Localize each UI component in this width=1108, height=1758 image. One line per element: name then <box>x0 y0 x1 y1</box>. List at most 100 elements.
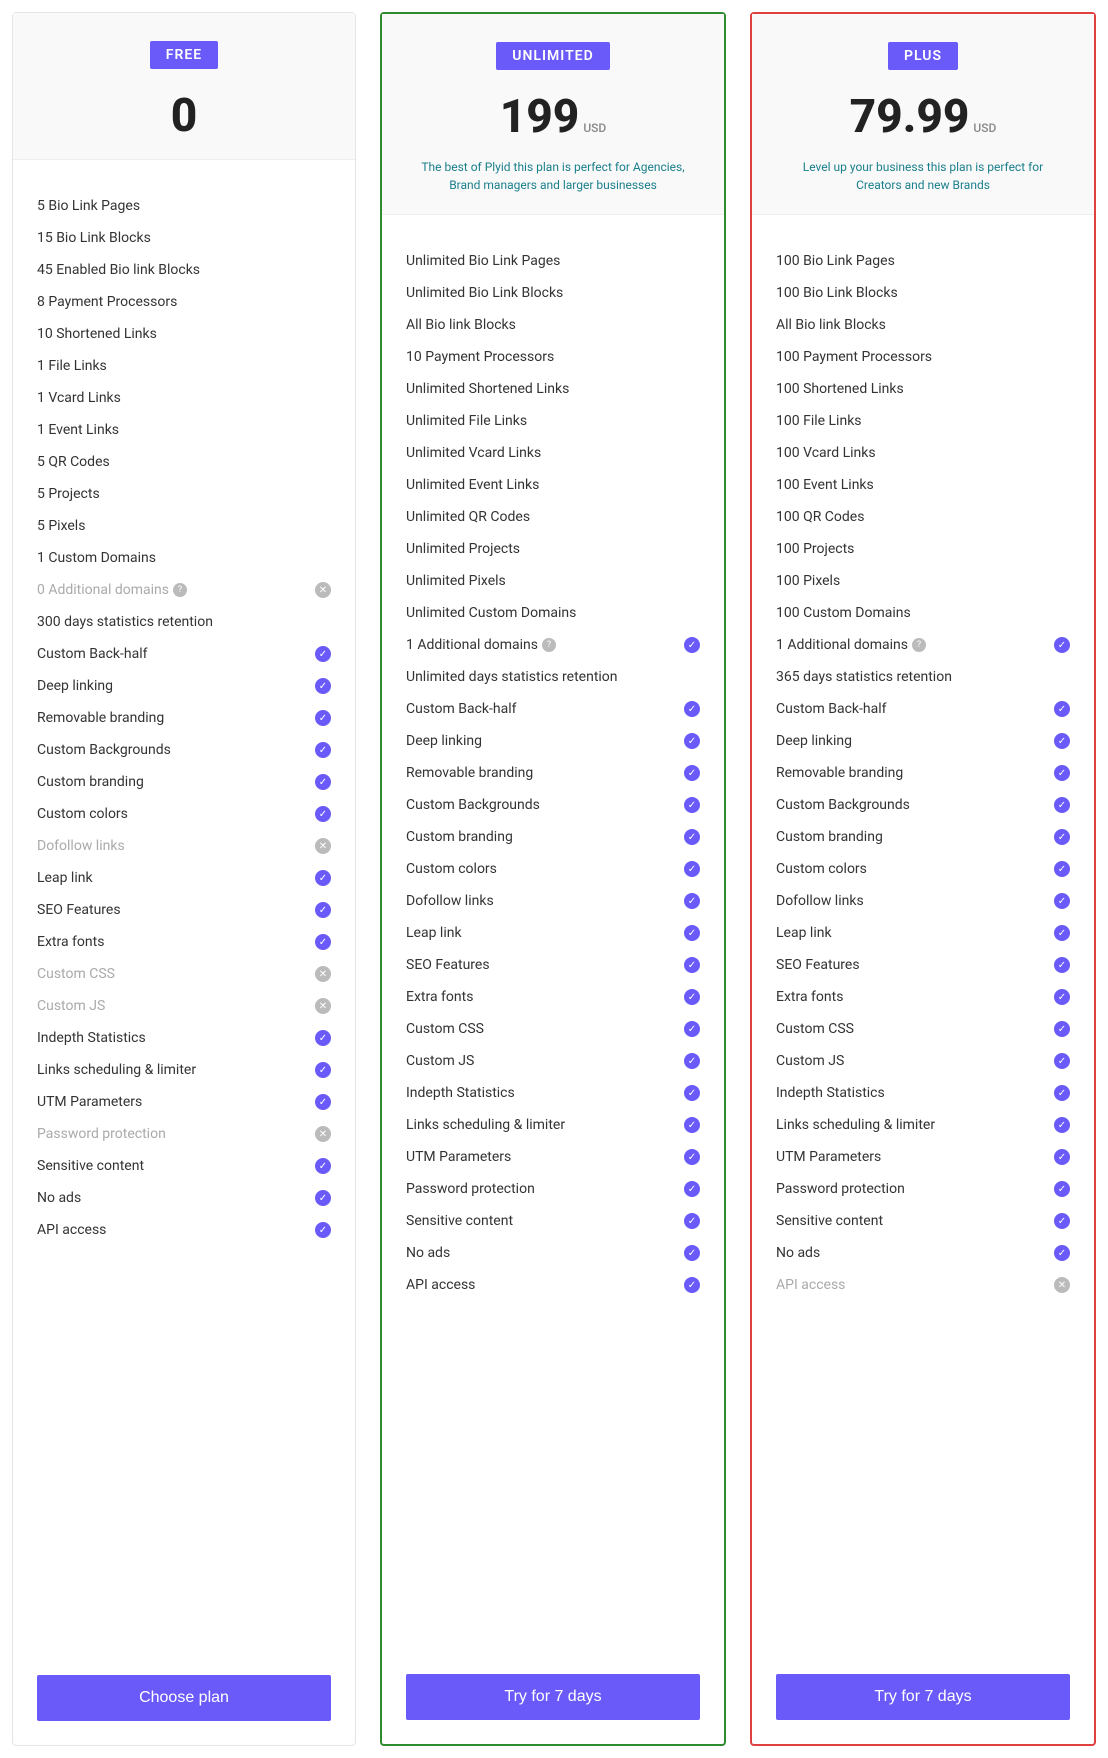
feature-label: Custom colors <box>37 806 128 822</box>
feature-row: Unlimited days statistics retention <box>406 661 700 693</box>
feature-row: 100 Bio Link Blocks <box>776 277 1070 309</box>
feature-label-wrap: Indepth Statistics <box>776 1085 885 1101</box>
feature-label: Custom JS <box>776 1053 844 1069</box>
check-icon: ✓ <box>315 1158 331 1174</box>
price-row: 79.99USD <box>772 94 1074 140</box>
feature-row: Deep linking✓ <box>776 725 1070 757</box>
feature-label: Leap link <box>406 925 462 941</box>
x-icon: ✕ <box>315 838 331 854</box>
feature-label-wrap: 10 Shortened Links <box>37 326 157 342</box>
feature-label: Deep linking <box>37 678 113 694</box>
check-icon: ✓ <box>684 829 700 845</box>
check-icon: ✓ <box>684 861 700 877</box>
feature-label-wrap: Custom Backgrounds <box>776 797 910 813</box>
button-wrap: Try for 7 days <box>752 1674 1094 1744</box>
feature-label-wrap: 1 Vcard Links <box>37 390 121 406</box>
feature-label: 5 QR Codes <box>37 454 110 470</box>
feature-row: 100 File Links <box>776 405 1070 437</box>
feature-label-wrap: UTM Parameters <box>37 1094 142 1110</box>
feature-label-wrap: 100 File Links <box>776 413 862 429</box>
feature-label-wrap: Custom branding <box>37 774 144 790</box>
choose-plan-button[interactable]: Try for 7 days <box>406 1674 700 1720</box>
feature-label: Custom CSS <box>776 1021 854 1037</box>
feature-label-wrap: 1 Event Links <box>37 422 119 438</box>
feature-label: Extra fonts <box>406 989 473 1005</box>
feature-label: 100 QR Codes <box>776 509 864 525</box>
feature-label: Custom CSS <box>406 1021 484 1037</box>
feature-label-wrap: 45 Enabled Bio link Blocks <box>37 262 200 278</box>
feature-label-wrap: Deep linking <box>776 733 852 749</box>
choose-plan-button[interactable]: Choose plan <box>37 1675 331 1721</box>
check-icon: ✓ <box>315 678 331 694</box>
feature-row: Sensitive content ✓ <box>776 1205 1070 1237</box>
feature-row: Custom Backgrounds✓ <box>406 789 700 821</box>
feature-row: All Bio link Blocks <box>406 309 700 341</box>
feature-row: Deep linking✓ <box>406 725 700 757</box>
feature-row: 10 Payment Processors <box>406 341 700 373</box>
feature-label-wrap: Custom branding <box>406 829 513 845</box>
feature-row: 100 Event Links <box>776 469 1070 501</box>
check-icon: ✓ <box>1054 1213 1070 1229</box>
feature-label: Dofollow links <box>776 893 864 909</box>
feature-label-wrap: Unlimited Shortened Links <box>406 381 569 397</box>
check-icon: ✓ <box>315 870 331 886</box>
plan-header: PLUS79.99USDLevel up your business this … <box>752 14 1094 215</box>
feature-label: 1 File Links <box>37 358 107 374</box>
feature-row: No ads✓ <box>37 1182 331 1214</box>
pricing-container: FREE05 Bio Link Pages15 Bio Link Blocks4… <box>12 12 1096 1746</box>
feature-row: Password protection✓ <box>776 1173 1070 1205</box>
feature-label: UTM Parameters <box>776 1149 881 1165</box>
feature-row: 100 Pixels <box>776 565 1070 597</box>
feature-label: Unlimited Shortened Links <box>406 381 569 397</box>
feature-row: Unlimited Custom Domains <box>406 597 700 629</box>
feature-row: Extra fonts✓ <box>37 926 331 958</box>
help-icon[interactable]: ? <box>542 638 556 652</box>
plan-currency: USD <box>583 121 606 135</box>
feature-label-wrap: All Bio link Blocks <box>776 317 886 333</box>
price-row: 199USD <box>402 94 704 140</box>
feature-label: Unlimited QR Codes <box>406 509 530 525</box>
feature-label: Password protection <box>406 1181 535 1197</box>
feature-label-wrap: All Bio link Blocks <box>406 317 516 333</box>
feature-label: Deep linking <box>406 733 482 749</box>
feature-label: Sensitive content <box>776 1213 883 1229</box>
feature-label-wrap: Custom Backgrounds <box>37 742 171 758</box>
feature-label: Password protection <box>37 1126 166 1142</box>
feature-label-wrap: 1 Custom Domains <box>37 550 156 566</box>
check-icon: ✓ <box>315 774 331 790</box>
feature-label-wrap: Removable branding <box>406 765 533 781</box>
feature-label: 1 Vcard Links <box>37 390 121 406</box>
feature-label: 8 Payment Processors <box>37 294 177 310</box>
feature-label: 5 Pixels <box>37 518 85 534</box>
feature-label: Extra fonts <box>776 989 843 1005</box>
help-icon[interactable]: ? <box>173 583 187 597</box>
feature-label: No ads <box>37 1190 81 1206</box>
feature-label-wrap: Extra fonts <box>406 989 473 1005</box>
feature-label: Dofollow links <box>37 838 125 854</box>
plan-currency: USD <box>973 121 996 135</box>
feature-label: 0 Additional domains <box>37 582 169 598</box>
plan-plus: PLUS79.99USDLevel up your business this … <box>750 12 1096 1746</box>
feature-row: Unlimited Shortened Links <box>406 373 700 405</box>
feature-row: Unlimited Pixels <box>406 565 700 597</box>
feature-label: SEO Features <box>406 957 490 973</box>
feature-row: Custom JS✕ <box>37 990 331 1022</box>
feature-label-wrap: Unlimited Custom Domains <box>406 605 576 621</box>
feature-label: UTM Parameters <box>406 1149 511 1165</box>
check-icon: ✓ <box>315 1094 331 1110</box>
feature-row: Sensitive content ✓ <box>37 1150 331 1182</box>
feature-label: Links scheduling & limiter <box>37 1062 196 1078</box>
feature-label: Custom JS <box>37 998 105 1014</box>
check-icon: ✓ <box>1054 637 1070 653</box>
feature-label: Sensitive content <box>37 1158 144 1174</box>
feature-label-wrap: Extra fonts <box>37 934 104 950</box>
feature-label: Unlimited Custom Domains <box>406 605 576 621</box>
feature-row: All Bio link Blocks <box>776 309 1070 341</box>
feature-label-wrap: Indepth Statistics <box>406 1085 515 1101</box>
button-wrap: Try for 7 days <box>382 1674 724 1744</box>
choose-plan-button[interactable]: Try for 7 days <box>776 1674 1070 1720</box>
feature-row: Custom CSS✓ <box>406 1013 700 1045</box>
help-icon[interactable]: ? <box>912 638 926 652</box>
feature-label: 100 Projects <box>776 541 854 557</box>
feature-label: Custom branding <box>37 774 144 790</box>
